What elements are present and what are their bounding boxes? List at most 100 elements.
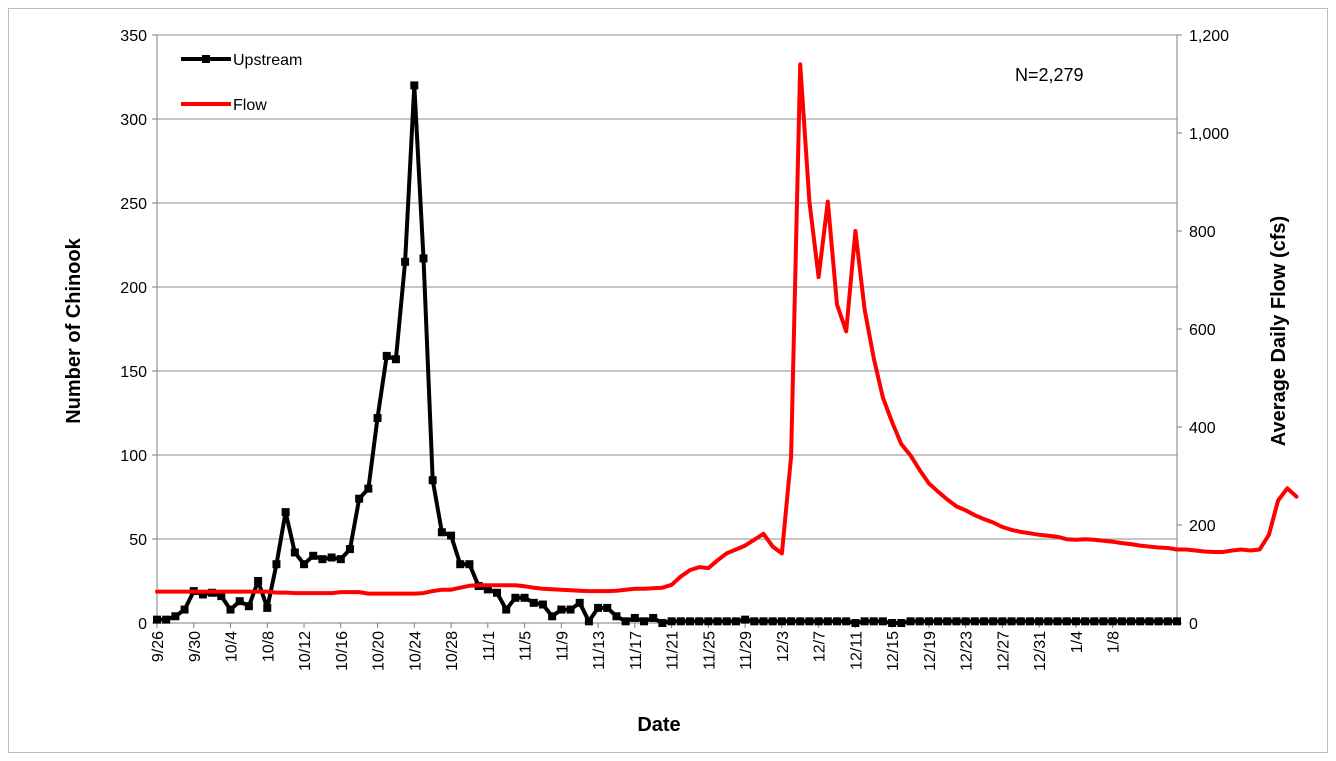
data-point-upstream [741, 615, 750, 624]
series-line-upstream [155, 83, 1179, 625]
y-axis-right-title: Average Daily Flow (cfs) [1268, 216, 1290, 446]
data-point-upstream [952, 617, 961, 626]
data-point-upstream [612, 612, 621, 621]
y-right-tick-label: 0 [1189, 616, 1198, 633]
sample-size-annotation: N=2,279 [1015, 65, 1084, 85]
data-point-upstream [731, 617, 740, 626]
data-point-upstream [1145, 617, 1154, 626]
data-point-upstream [584, 617, 593, 626]
data-point-upstream [630, 613, 639, 622]
series-line-flow [155, 62, 1299, 596]
y-left-tick-label: 0 [138, 616, 147, 633]
data-point-upstream [1163, 617, 1172, 626]
data-point-upstream [263, 603, 272, 612]
data-point-upstream [796, 617, 805, 626]
data-point-upstream [557, 605, 566, 614]
data-point-upstream [419, 254, 428, 263]
data-point-upstream [437, 528, 446, 537]
data-point-upstream [713, 617, 722, 626]
data-point-upstream [1062, 617, 1071, 626]
x-tick-label: 1/8 [1106, 631, 1123, 653]
data-point-upstream [309, 551, 318, 560]
y-right-tick-label: 200 [1189, 518, 1216, 535]
data-point-upstream [456, 560, 465, 569]
y-left-tick-label: 200 [120, 280, 147, 297]
x-tick-label: 12/15 [885, 631, 902, 671]
data-point-upstream [860, 617, 869, 626]
x-axis-title: Date [637, 714, 680, 736]
data-point-upstream [447, 531, 456, 540]
data-point-upstream [391, 355, 400, 364]
data-point-upstream [833, 617, 841, 626]
data-point-upstream [1007, 617, 1016, 626]
data-point-upstream [667, 617, 676, 626]
data-point-upstream [483, 585, 492, 594]
data-point-upstream [621, 617, 630, 626]
data-point-upstream [888, 619, 897, 627]
data-point-upstream [897, 619, 906, 627]
data-point-upstream [373, 414, 382, 423]
x-tick-label: 11/25 [701, 631, 718, 670]
data-point-upstream [685, 617, 694, 626]
y-right-tick-label: 1,000 [1189, 126, 1229, 143]
data-point-upstream [1154, 617, 1163, 626]
x-tick-label: 11/5 [518, 631, 535, 661]
data-point-upstream [878, 617, 887, 626]
data-point-upstream [759, 617, 768, 626]
data-point-upstream [998, 617, 1007, 626]
data-point-upstream [575, 598, 584, 607]
data-point-upstream [180, 605, 189, 614]
x-tick-label: 10/8 [260, 631, 277, 662]
data-point-upstream [989, 617, 998, 626]
data-point-upstream [318, 555, 327, 564]
axis-layer: 0 50 100 150 200 250 300 350 0 200 400 600 800 1,000 1… [120, 28, 1229, 671]
x-tick-label: 12/23 [959, 631, 976, 671]
data-point-upstream [272, 560, 281, 569]
data-point-upstream [869, 617, 878, 626]
data-point-upstream [640, 617, 649, 626]
data-point-upstream [980, 617, 989, 626]
grid-layer [157, 34, 1177, 540]
series-layer [153, 62, 1299, 627]
x-tick-label: 9/26 [150, 631, 167, 662]
data-point-upstream [1108, 617, 1117, 626]
data-point-upstream [851, 619, 860, 627]
data-point-upstream [704, 617, 713, 626]
data-point-upstream [254, 577, 263, 585]
data-point-upstream [787, 617, 796, 626]
x-tick-label: 11/29 [738, 631, 755, 670]
data-point-upstream [1044, 617, 1053, 626]
data-point-upstream [805, 617, 814, 626]
x-tick-label: 11/9 [554, 631, 571, 661]
data-point-upstream [410, 81, 419, 90]
data-point-upstream [915, 617, 924, 626]
data-point-upstream [695, 617, 704, 626]
data-point-upstream [171, 612, 180, 621]
data-point-upstream [722, 617, 731, 626]
x-tick-label: 10/4 [224, 631, 241, 662]
data-point-upstream [676, 617, 685, 626]
data-point-upstream [1035, 617, 1044, 626]
x-tick-label: 9/30 [187, 631, 204, 662]
data-point-upstream [658, 619, 667, 627]
data-point-upstream [906, 617, 915, 626]
y-right-tick-label: 600 [1189, 322, 1216, 339]
data-point-upstream [1127, 617, 1136, 626]
y-right-tick-label: 1,200 [1189, 28, 1229, 45]
data-point-upstream [548, 612, 557, 621]
data-point-upstream [649, 613, 658, 622]
legend-upstream-label: Upstream [233, 52, 302, 69]
x-tick-label: 12/11 [848, 631, 865, 670]
data-point-upstream [345, 545, 354, 554]
legend-layer: Upstream Flow [181, 52, 302, 114]
data-point-upstream [502, 605, 511, 614]
data-point-upstream [162, 615, 171, 624]
x-tick-label: 10/12 [297, 631, 314, 671]
x-tick-label: 10/20 [371, 631, 388, 671]
data-point-upstream [217, 592, 226, 601]
data-point-upstream [235, 597, 244, 606]
data-point-upstream [566, 605, 575, 614]
x-tick-label: 1/4 [1069, 631, 1086, 653]
data-point-upstream [327, 553, 336, 562]
x-tick-label: 12/7 [812, 631, 829, 662]
